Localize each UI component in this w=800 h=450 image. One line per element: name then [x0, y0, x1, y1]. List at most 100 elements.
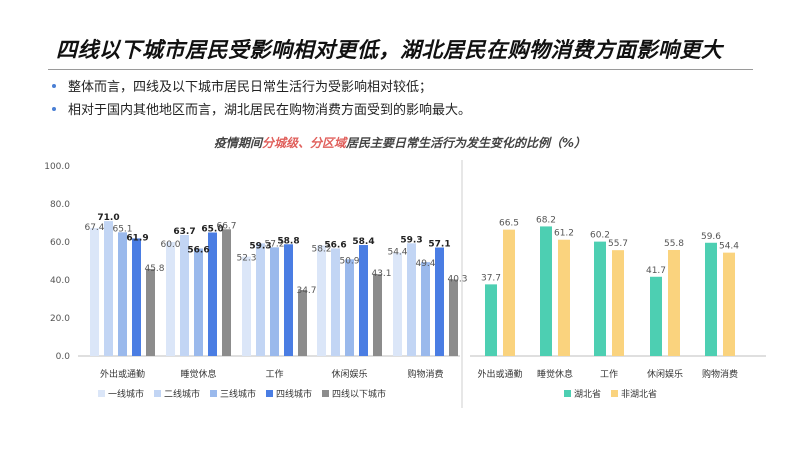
bar [393, 252, 402, 356]
bar-value-label: 71.0 [97, 213, 119, 223]
bar [90, 227, 99, 356]
bar-value-label: 52.3 [236, 254, 256, 264]
legend-label: 一线城市 [108, 388, 144, 400]
bar-value-label: 59.3 [400, 235, 422, 245]
bar-value-label: 54.4 [719, 242, 739, 252]
bar [407, 243, 416, 356]
bullet-text: 整体而言，四线及以下城市居民日常生活行为受影响相对较低； [68, 80, 433, 95]
legend-swatch [564, 390, 571, 397]
bar [558, 239, 570, 356]
left-chart-legend: 一线城市 二线城市 三线城市 四线城市 四线以下城市 [98, 388, 386, 400]
bar [668, 249, 680, 356]
right-chart-bars [485, 226, 735, 356]
category-label: 休闲娱乐 [647, 368, 683, 380]
bullet-dot-icon [52, 106, 56, 111]
bar [485, 284, 497, 356]
bar-value-label: 59.3 [249, 241, 271, 251]
bar-value-label: 59.6 [701, 232, 721, 242]
category-label: 外出或通勤 [100, 368, 145, 380]
summary-bullets: 整体而言，四线及以下城市居民日常生活行为受影响相对较低； 相对于国内其他地区而言… [52, 76, 471, 122]
bar-value-label: 61.2 [554, 229, 574, 239]
bar-value-label: 58.4 [352, 237, 374, 247]
bar-value-label: 41.7 [646, 266, 666, 276]
bar-value-label: 56.6 [324, 240, 346, 250]
bar-value-label: 50.9 [339, 256, 359, 266]
bar [503, 229, 515, 356]
bar [594, 241, 606, 356]
bar [359, 245, 368, 356]
subtitle-suffix: 居民主要日常生活行为发生变化的比例（%） [346, 136, 587, 150]
bar-value-label: 66.5 [499, 219, 519, 229]
bar-value-label: 60.0 [160, 240, 180, 250]
category-label: 外出或通勤 [477, 368, 522, 380]
left-y-axis: 0.0 20.0 40.0 60.0 80.0 100.0 [44, 162, 70, 362]
bar-value-label: 55.7 [608, 239, 628, 249]
bar [705, 242, 717, 356]
bar-value-label: 34.7 [296, 286, 316, 296]
bar [345, 259, 354, 356]
legend-swatch [611, 390, 618, 397]
bar [180, 234, 189, 356]
category-label: 睡觉休息 [180, 368, 216, 380]
category-label: 工作 [265, 368, 283, 380]
bar [166, 242, 175, 356]
bar-value-label: 57.2 [264, 239, 284, 249]
bar-value-label: 56.6 [187, 245, 209, 255]
bar-value-label: 68.2 [536, 215, 556, 225]
chart-subtitle: 疫情期间分城级、分区域居民主要日常生活行为发生变化的比例（%） [0, 134, 800, 151]
bar [540, 226, 552, 356]
bar [421, 262, 430, 356]
legend-swatch [322, 390, 329, 397]
bar-value-label: 66.7 [216, 221, 236, 231]
y-tick-label: 60.0 [50, 238, 70, 248]
bar [298, 290, 307, 356]
bar-value-label: 58.8 [277, 236, 299, 246]
bullet-item: 相对于国内其他地区而言，湖北居民在购物消费方面受到的影响最大。 [52, 99, 471, 122]
right-chart-legend: 湖北省 非湖北省 [564, 388, 657, 400]
bar [650, 276, 662, 356]
legend-label: 非湖北省 [621, 388, 657, 400]
legend-swatch [266, 390, 273, 397]
y-tick-label: 40.0 [50, 276, 70, 286]
legend-swatch [98, 390, 105, 397]
bar-value-label: 57.1 [428, 240, 450, 250]
bar-value-label: 58.2 [311, 244, 331, 254]
bar [222, 229, 231, 356]
y-tick-label: 0.0 [56, 352, 71, 362]
bar [723, 252, 735, 356]
bar [118, 232, 127, 356]
right-chart-categories: 外出或通勤 睡觉休息 工作 休闲娱乐 购物消费 [477, 368, 738, 380]
category-label: 休闲娱乐 [331, 368, 367, 380]
bar [104, 221, 113, 356]
bullet-item: 整体而言，四线及以下城市居民日常生活行为受影响相对较低； [52, 76, 471, 99]
page-title: 四线以下城市居民受影响相对更低，湖北居民在购物消费方面影响更大 [56, 38, 723, 62]
bar [242, 256, 251, 356]
bar [194, 248, 203, 356]
category-label: 购物消费 [702, 368, 738, 380]
bar-value-label: 49.4 [415, 259, 435, 269]
left-chart-labels: 67.471.065.161.9 45.8 60.0 63.7 56.6 65.066.7… [84, 213, 467, 296]
bar-value-label: 63.7 [173, 227, 195, 237]
bar [146, 268, 155, 356]
left-chart-bars [90, 221, 458, 356]
y-tick-label: 20.0 [50, 314, 70, 324]
bar [435, 247, 444, 356]
bar-value-label: 43.1 [371, 269, 391, 279]
legend-swatch [210, 390, 217, 397]
legend-label: 四线城市 [276, 388, 312, 400]
bar [373, 274, 382, 356]
bar [208, 232, 217, 356]
category-label: 购物消费 [407, 368, 443, 380]
y-tick-label: 80.0 [50, 200, 70, 210]
bar-value-label: 65.1 [112, 224, 132, 234]
bar-value-label: 54.4 [387, 248, 407, 258]
bar [612, 250, 624, 356]
bar-value-label: 60.2 [590, 231, 610, 241]
subtitle-highlight: 分城级、分区域 [261, 136, 346, 150]
left-chart-categories: 外出或通勤 睡觉休息 工作 休闲娱乐 购物消费 [100, 368, 444, 380]
bullet-dot-icon [52, 83, 56, 88]
bar [284, 244, 293, 356]
bar [317, 245, 326, 356]
bar [331, 248, 340, 356]
